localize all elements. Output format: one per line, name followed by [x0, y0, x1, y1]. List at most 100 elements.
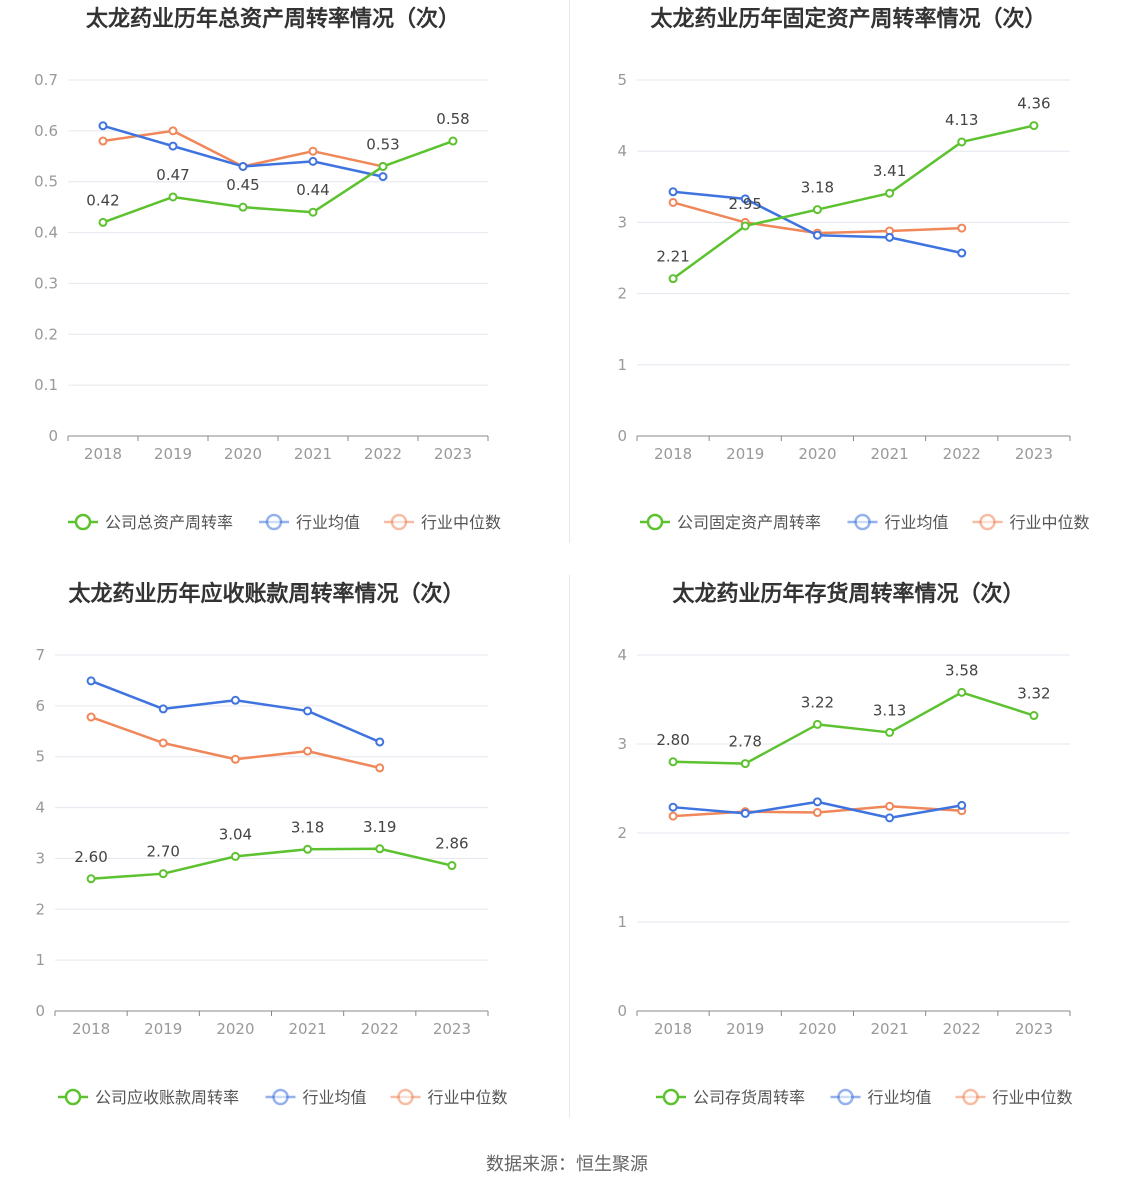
data-label: 3.41 [873, 162, 906, 180]
data-point-company[interactable] [447, 861, 457, 871]
data-point-company[interactable] [812, 719, 822, 729]
legend-item-company[interactable]: 公司固定资产周转率 [640, 513, 821, 532]
data-point-median[interactable] [668, 197, 678, 207]
y-tick-label: 6 [35, 697, 45, 715]
x-tick-label: 2018 [84, 445, 122, 463]
series-line-company [102, 139, 454, 224]
data-point-avg[interactable] [375, 737, 385, 747]
data-point-company[interactable] [1029, 711, 1039, 721]
y-tick-label: 1 [617, 356, 627, 374]
legend-item-avg[interactable]: 行业均值 [847, 513, 949, 532]
legend-item-company[interactable]: 公司总资产周转率 [68, 513, 233, 532]
x-tick-label: 2018 [654, 445, 692, 463]
series-line-company [90, 847, 453, 881]
data-point-company[interactable] [957, 137, 967, 147]
data-label: 2.70 [147, 843, 180, 861]
data-point-avg[interactable] [668, 187, 678, 197]
data-point-avg[interactable] [230, 695, 240, 705]
data-label: 0.44 [296, 181, 329, 199]
data-label: 2.21 [656, 248, 689, 266]
legend-item-median[interactable]: 行业中位数 [384, 513, 501, 532]
data-point-median[interactable] [98, 136, 108, 146]
data-point-avg[interactable] [168, 141, 178, 151]
x-tick-label: 2021 [288, 1020, 326, 1038]
data-point-company[interactable] [740, 759, 750, 769]
data-point-median[interactable] [308, 146, 318, 156]
data-point-company[interactable] [812, 205, 822, 215]
data-point-company[interactable] [158, 869, 168, 879]
series-line-company [673, 691, 1035, 765]
data-point-company[interactable] [668, 757, 678, 767]
y-tick-label: 3 [35, 849, 45, 867]
x-tick-label: 2019 [726, 445, 764, 463]
data-point-median[interactable] [885, 801, 895, 811]
legend-label: 公司固定资产周转率 [677, 513, 821, 532]
data-point-company[interactable] [378, 161, 388, 171]
data-point-avg[interactable] [957, 800, 967, 810]
data-point-avg[interactable] [885, 232, 895, 242]
data-point-avg[interactable] [957, 248, 967, 258]
data-point-avg[interactable] [812, 797, 822, 807]
chart-svg: 太龙药业历年总资产周转率情况（次） 0 0.1 0.2 0.3 0.4 0.5 0.6 0.7 2… [34, 6, 501, 532]
data-point-avg[interactable] [308, 156, 318, 166]
x-tick-label: 2018 [654, 1020, 692, 1038]
data-point-avg[interactable] [740, 194, 750, 204]
x-tick-label: 2019 [154, 445, 192, 463]
y-tick-label: 5 [617, 71, 627, 89]
legend-item-median[interactable]: 行业中位数 [972, 513, 1090, 532]
legend-item-avg[interactable]: 行业均值 [259, 513, 360, 532]
y-tick-label: 0 [48, 427, 58, 445]
data-point-company[interactable] [668, 274, 678, 284]
data-label: 0.47 [156, 166, 189, 184]
data-point-median[interactable] [668, 811, 678, 821]
data-label: 2.78 [729, 733, 762, 751]
data-point-company[interactable] [448, 136, 458, 146]
legend-label: 行业均值 [885, 513, 949, 532]
data-point-avg[interactable] [86, 676, 96, 686]
y-tick-label: 0.6 [34, 122, 58, 140]
y-tick-label: 3 [617, 735, 627, 753]
data-point-avg[interactable] [238, 161, 248, 171]
data-point-median[interactable] [230, 754, 240, 764]
data-point-avg[interactable] [668, 802, 678, 812]
legend-item-avg[interactable]: 行业均值 [830, 1088, 932, 1107]
data-point-avg[interactable] [158, 704, 168, 714]
data-point-median[interactable] [303, 746, 313, 756]
y-tick-label: 2 [617, 285, 627, 303]
data-point-median[interactable] [158, 738, 168, 748]
data-point-median[interactable] [957, 223, 967, 233]
data-point-company[interactable] [303, 844, 313, 854]
data-point-company[interactable] [168, 192, 178, 202]
data-point-company[interactable] [1029, 121, 1039, 131]
legend-item-company[interactable]: 公司应收账款周转率 [58, 1088, 239, 1107]
data-point-avg[interactable] [885, 813, 895, 823]
legend-item-median[interactable]: 行业中位数 [390, 1088, 508, 1107]
data-point-company[interactable] [957, 687, 967, 697]
y-tick-label: 0.3 [34, 274, 58, 292]
data-point-median[interactable] [375, 763, 385, 773]
data-point-avg[interactable] [740, 808, 750, 818]
data-label: 3.18 [801, 179, 834, 197]
data-point-median[interactable] [812, 808, 822, 818]
series-line-company [672, 124, 1035, 280]
data-point-company[interactable] [308, 207, 318, 217]
data-point-company[interactable] [230, 851, 240, 861]
data-point-company[interactable] [86, 874, 96, 884]
legend-item-company[interactable]: 公司存货周转率 [656, 1088, 805, 1107]
data-point-median[interactable] [86, 712, 96, 722]
legend-item-avg[interactable]: 行业均值 [265, 1088, 367, 1107]
data-point-avg[interactable] [303, 706, 313, 716]
data-point-company[interactable] [885, 727, 895, 737]
data-point-avg[interactable] [98, 121, 108, 131]
data-label: 4.13 [945, 111, 978, 129]
data-point-company[interactable] [740, 221, 750, 231]
legend-item-median[interactable]: 行业中位数 [955, 1088, 1073, 1107]
data-point-avg[interactable] [812, 230, 822, 240]
data-point-company[interactable] [885, 188, 895, 198]
data-point-company[interactable] [238, 202, 248, 212]
data-point-median[interactable] [168, 126, 178, 136]
data-point-avg[interactable] [378, 172, 388, 182]
data-point-company[interactable] [375, 844, 385, 854]
data-label: 3.19 [363, 818, 396, 836]
data-point-company[interactable] [98, 217, 108, 227]
